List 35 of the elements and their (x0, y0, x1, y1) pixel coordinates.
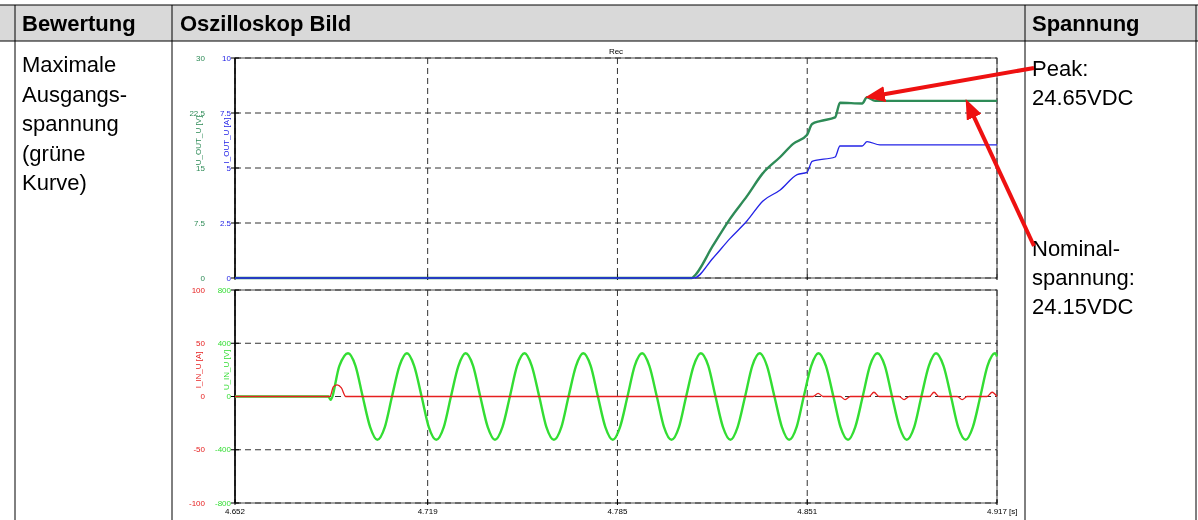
text: Nominal- spannung: 24.15VDC (1032, 236, 1135, 319)
y2-tick-label: 800 (217, 285, 232, 295)
chart-title: Rec (608, 47, 624, 56)
text: Maximale Ausgangs- spannung (grüne Kurve) (22, 52, 128, 195)
y-tick-label: 0 (200, 273, 206, 283)
y2-tick-label: 7.5 (219, 108, 232, 118)
text: Oszilloskop Bild (180, 11, 352, 36)
y-tick-label: -50 (193, 445, 206, 455)
y-tick-label: 30 (196, 53, 206, 63)
y2-tick-label: 0 (226, 392, 232, 401)
x-tick-label: 4.719 (417, 507, 439, 516)
x-tick-label: 4.917 (986, 507, 1008, 516)
y-tick-label: 7.5 (193, 218, 206, 228)
y-tick-label: -100 (188, 498, 206, 508)
y-tick-label: 100 (191, 285, 206, 295)
y2-axis-title: I_OUT_U [A] (221, 117, 231, 164)
x-tick-label: 4.785 (607, 507, 628, 516)
y-tick-label: 50 (196, 338, 206, 348)
x-tick-label: 4.652 (224, 507, 246, 516)
y2-tick-label: 2.5 (219, 218, 232, 228)
text: Spannung (1032, 11, 1140, 36)
y-axis-title: U_OUT_U [V] (193, 115, 203, 166)
y2-tick-label: 5 (226, 163, 232, 173)
text: Bewertung (22, 11, 136, 36)
y2-tick-label: 10 (222, 53, 232, 63)
y2-tick-label: -400 (214, 445, 232, 455)
y2-axis-title: U_IN_U [V] (221, 349, 231, 391)
y2-tick-label: -800 (214, 498, 232, 508)
y2-tick-label: 400 (217, 338, 232, 348)
y-axis-title: I_IN_U [A] (193, 351, 203, 389)
x-tick-label: 4.851 (797, 507, 818, 516)
x-axis-title: [s] (1009, 507, 1018, 516)
text: Peak: 24.65VDC (1032, 56, 1134, 110)
y-tick-label: 0 (200, 392, 206, 401)
y2-tick-label: 0 (226, 273, 232, 283)
